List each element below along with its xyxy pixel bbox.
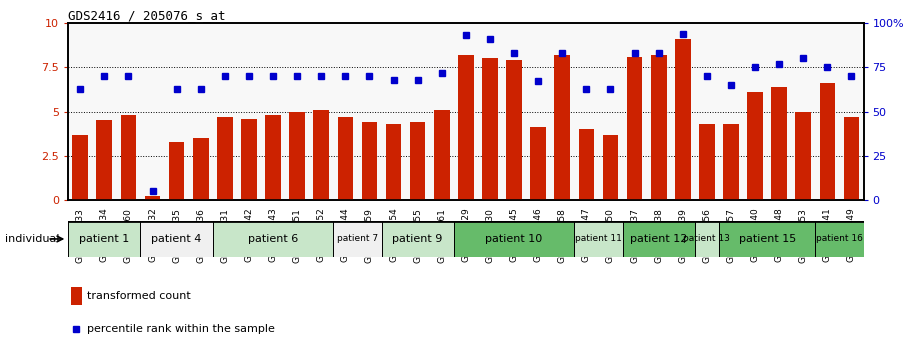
Bar <box>694 221 719 257</box>
Bar <box>719 221 815 257</box>
Bar <box>623 221 694 257</box>
Text: patient 16: patient 16 <box>816 234 863 244</box>
Bar <box>844 117 859 200</box>
Text: patient 15: patient 15 <box>738 234 795 244</box>
Text: patient 7: patient 7 <box>337 234 378 244</box>
Bar <box>71 287 82 305</box>
Bar <box>68 221 141 257</box>
Bar <box>385 124 402 200</box>
Bar <box>362 122 377 200</box>
Text: patient 6: patient 6 <box>248 234 298 244</box>
Bar <box>626 57 643 200</box>
Bar <box>574 221 623 257</box>
Bar <box>506 60 522 200</box>
Bar <box>815 221 864 257</box>
Bar <box>265 115 281 200</box>
Bar <box>410 122 425 200</box>
Bar <box>314 110 329 200</box>
Bar <box>289 112 305 200</box>
Bar <box>747 92 763 200</box>
Bar <box>334 221 382 257</box>
Bar <box>434 110 450 200</box>
Text: individual: individual <box>5 234 59 244</box>
Bar <box>193 138 208 200</box>
Bar <box>217 117 233 200</box>
Bar <box>121 115 136 200</box>
Bar <box>772 87 787 200</box>
Text: transformed count: transformed count <box>87 291 191 301</box>
Bar <box>603 135 618 200</box>
Bar <box>241 119 256 200</box>
Bar <box>73 135 88 200</box>
Bar <box>454 221 574 257</box>
Bar <box>169 142 185 200</box>
Text: percentile rank within the sample: percentile rank within the sample <box>87 324 275 335</box>
Bar <box>482 58 498 200</box>
Bar <box>458 55 474 200</box>
Bar <box>699 124 714 200</box>
Bar <box>651 55 666 200</box>
Bar <box>578 129 594 200</box>
Bar <box>96 120 112 200</box>
Text: patient 12: patient 12 <box>630 234 687 244</box>
Bar <box>554 55 570 200</box>
Text: patient 13: patient 13 <box>684 234 730 244</box>
Bar <box>724 124 739 200</box>
Bar <box>213 221 334 257</box>
Bar <box>141 221 213 257</box>
Text: patient 4: patient 4 <box>152 234 202 244</box>
Bar <box>145 196 160 200</box>
Bar <box>382 221 454 257</box>
Bar <box>795 112 811 200</box>
Bar <box>675 39 691 200</box>
Text: patient 9: patient 9 <box>393 234 443 244</box>
Text: patient 10: patient 10 <box>485 234 543 244</box>
Text: patient 11: patient 11 <box>575 234 622 244</box>
Text: GDS2416 / 205076_s_at: GDS2416 / 205076_s_at <box>68 9 225 22</box>
Bar <box>530 127 546 200</box>
Bar <box>820 83 835 200</box>
Bar <box>337 117 354 200</box>
Text: patient 1: patient 1 <box>79 234 129 244</box>
